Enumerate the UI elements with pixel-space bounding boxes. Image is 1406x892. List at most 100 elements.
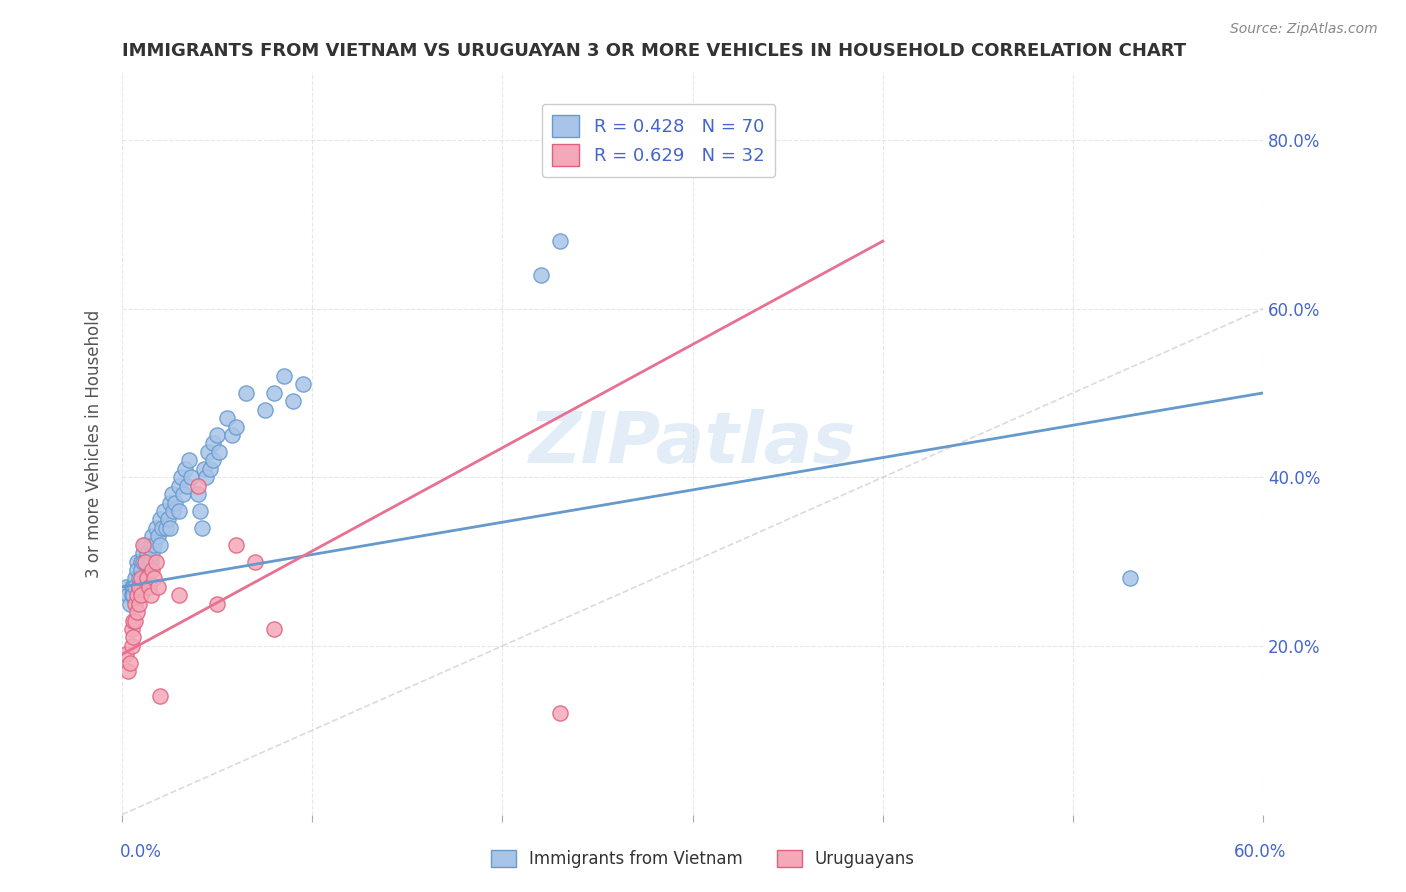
Point (135, 571, 157, 585)
Point (208, 445, 231, 459)
Point (173, 462, 195, 476)
Point (121, 580, 143, 594)
Point (160, 487, 183, 501)
Point (159, 521, 181, 535)
Point (162, 504, 184, 518)
Point (170, 470, 193, 484)
Point (205, 428, 228, 442)
Point (197, 445, 219, 459)
Point (167, 588, 190, 602)
Point (145, 521, 167, 535)
Point (193, 462, 215, 476)
Point (121, 622, 143, 636)
Legend: R = 0.428   N = 70, R = 0.629   N = 32: R = 0.428 N = 70, R = 0.629 N = 32 (541, 103, 775, 177)
Point (124, 614, 146, 628)
Point (167, 504, 190, 518)
Point (141, 563, 163, 577)
Point (153, 504, 176, 518)
Point (156, 512, 179, 526)
Point (548, 234, 571, 248)
Point (225, 538, 247, 552)
Point (132, 555, 155, 569)
Text: 60.0%: 60.0% (1234, 843, 1286, 861)
Point (121, 639, 143, 653)
Point (148, 529, 170, 543)
Point (245, 555, 267, 569)
Point (134, 538, 156, 552)
Text: Source: ZipAtlas.com: Source: ZipAtlas.com (1230, 22, 1378, 37)
Point (118, 597, 141, 611)
Point (141, 546, 163, 560)
Point (188, 504, 211, 518)
Point (124, 571, 146, 585)
Point (139, 555, 162, 569)
Text: 0.0%: 0.0% (120, 843, 162, 861)
Point (128, 580, 150, 594)
Point (149, 512, 172, 526)
Point (117, 664, 139, 678)
Text: IMMIGRANTS FROM VIETNAM VS URUGUAYAN 3 OR MORE VEHICLES IN HOUSEHOLD CORRELATION: IMMIGRANTS FROM VIETNAM VS URUGUAYAN 3 O… (122, 42, 1187, 60)
Point (172, 487, 194, 501)
Point (149, 690, 172, 704)
Text: ZIPatlas: ZIPatlas (529, 409, 856, 478)
Point (127, 605, 149, 619)
Point (198, 462, 221, 476)
Point (548, 706, 571, 721)
Y-axis label: 3 or more Vehicles in Household: 3 or more Vehicles in Household (86, 310, 103, 578)
Point (235, 385, 257, 400)
Point (149, 538, 172, 552)
Point (176, 478, 198, 492)
Point (202, 453, 225, 467)
Point (141, 529, 163, 543)
Point (122, 631, 145, 645)
Point (177, 453, 200, 467)
Point (180, 470, 202, 484)
Point (122, 580, 145, 594)
Point (187, 487, 209, 501)
Point (194, 470, 217, 484)
Point (129, 571, 152, 585)
Point (1119, 571, 1142, 585)
Point (225, 419, 247, 434)
Point (263, 622, 285, 636)
Point (124, 580, 146, 594)
Point (129, 555, 152, 569)
Point (202, 436, 225, 450)
Point (135, 546, 157, 560)
Point (122, 588, 145, 602)
Point (115, 580, 138, 594)
Point (138, 555, 160, 569)
Point (127, 563, 149, 577)
Point (132, 546, 155, 560)
Point (128, 571, 150, 585)
Point (117, 588, 139, 602)
Point (124, 597, 146, 611)
Point (253, 402, 276, 417)
Point (291, 377, 314, 392)
Point (118, 656, 141, 670)
Point (122, 614, 145, 628)
Point (221, 428, 243, 442)
Point (191, 521, 214, 535)
Point (139, 538, 162, 552)
Point (283, 394, 305, 409)
Point (127, 588, 149, 602)
Point (143, 538, 166, 552)
Point (148, 580, 170, 594)
Point (115, 648, 138, 662)
Point (215, 411, 238, 425)
Legend: Immigrants from Vietnam, Uruguayans: Immigrants from Vietnam, Uruguayans (485, 843, 921, 875)
Point (155, 521, 177, 535)
Point (138, 580, 160, 594)
Point (145, 555, 167, 569)
Point (187, 478, 209, 492)
Point (273, 369, 295, 384)
Point (134, 571, 156, 585)
Point (128, 580, 150, 594)
Point (529, 268, 551, 282)
Point (121, 588, 143, 602)
Point (165, 495, 187, 509)
Point (134, 555, 156, 569)
Point (129, 563, 152, 577)
Point (159, 495, 181, 509)
